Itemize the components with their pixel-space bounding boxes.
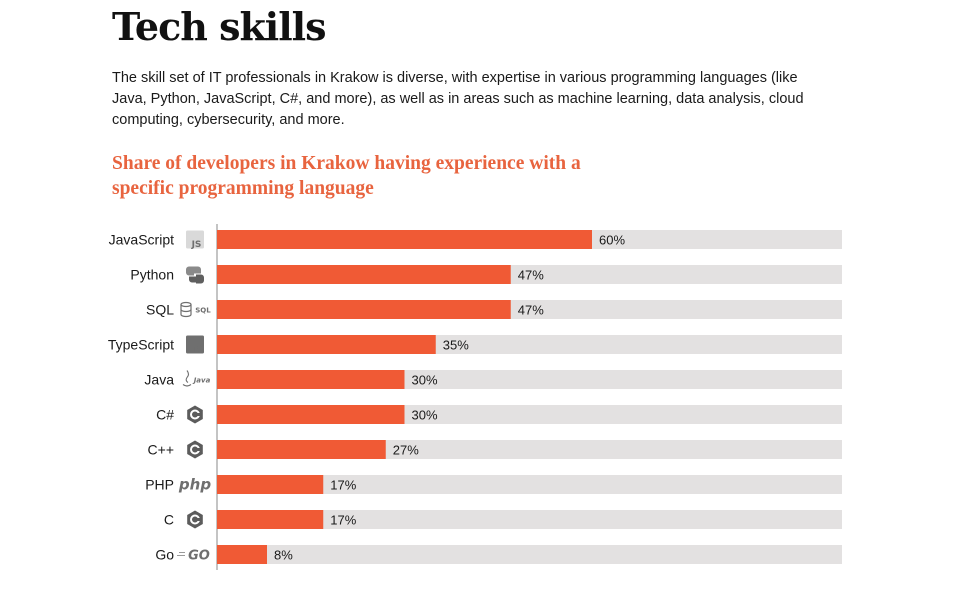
bar-track: [217, 475, 842, 494]
value-label: 35%: [443, 338, 469, 353]
bar-track: [217, 510, 842, 529]
category-label: JavaScript: [109, 232, 174, 248]
category-label: Java: [144, 372, 174, 388]
value-label: 60%: [599, 233, 625, 248]
bar: [217, 405, 405, 424]
bar: [217, 545, 267, 564]
svg-text:GO: GO: [188, 549, 210, 564]
bar: [217, 335, 436, 354]
bar: [217, 475, 324, 494]
value-label: 17%: [330, 478, 356, 493]
value-label: 47%: [518, 303, 544, 318]
bar: [217, 510, 324, 529]
bar: [217, 230, 592, 249]
category-label: SQL: [146, 302, 174, 318]
svg-text:SQL: SQL: [195, 307, 211, 315]
sql-icon: SQL: [180, 301, 211, 318]
value-label: 27%: [393, 443, 419, 458]
value-label: 17%: [330, 513, 356, 528]
category-label: Go: [155, 547, 174, 563]
bar-track: [217, 545, 842, 564]
page-title: Tech skills: [112, 4, 327, 49]
category-label: PHP: [145, 477, 174, 493]
c-icon: [187, 510, 203, 529]
php-icon: php: [178, 476, 211, 494]
python-icon: [186, 266, 204, 284]
csharp-icon: [187, 405, 203, 424]
category-label: C: [164, 512, 174, 528]
cpp-icon: [187, 440, 203, 459]
value-label: 30%: [412, 408, 438, 423]
java-icon: Java: [182, 370, 211, 387]
bar: [217, 440, 386, 459]
intro-paragraph: The skill set of IT professionals in Kra…: [112, 70, 804, 128]
bar: [217, 265, 511, 284]
svg-text:TS: TS: [190, 345, 203, 355]
category-label: Python: [130, 267, 174, 283]
value-label: 30%: [412, 373, 438, 388]
value-label: 47%: [518, 268, 544, 283]
category-label: C++: [148, 442, 174, 458]
svg-text:php: php: [178, 476, 211, 494]
svg-text:Java: Java: [192, 377, 211, 385]
chart-title: Share of developers in Krakow having exp…: [112, 153, 581, 199]
bar: [217, 370, 405, 389]
bar: [217, 300, 511, 319]
category-label: C#: [156, 407, 174, 423]
go-icon: GO: [177, 549, 210, 564]
typescript-icon: TS: [186, 335, 204, 355]
svg-text:JS: JS: [191, 240, 202, 250]
value-label: 8%: [274, 548, 293, 563]
category-label: TypeScript: [108, 337, 174, 353]
js-icon: JS: [186, 230, 204, 250]
